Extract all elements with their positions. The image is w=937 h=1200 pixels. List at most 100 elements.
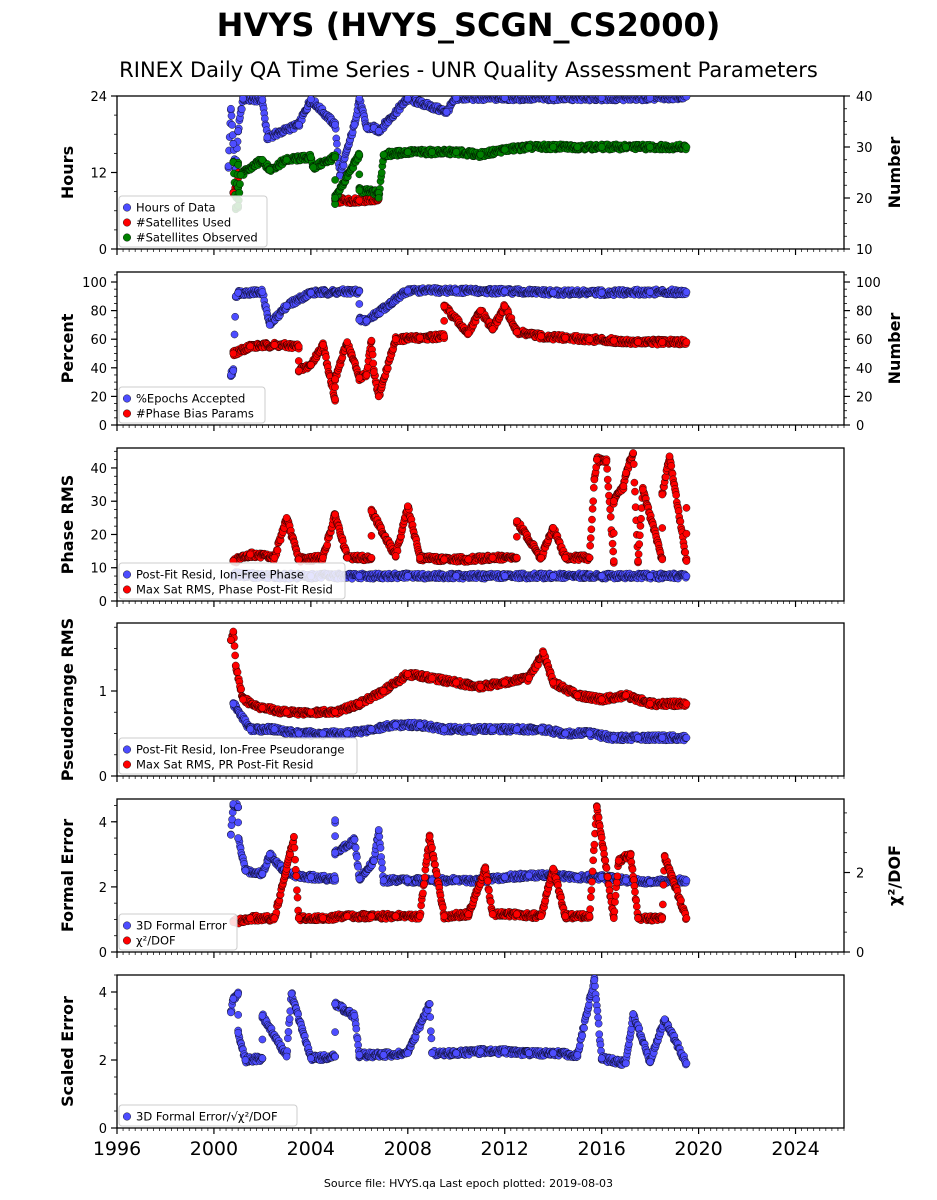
data-point	[440, 317, 448, 325]
y-tick-label: 12	[90, 167, 107, 182]
data-point	[282, 301, 291, 310]
data-point	[307, 361, 315, 369]
data-point	[634, 338, 642, 346]
data-point	[452, 148, 461, 156]
data-point	[464, 329, 473, 338]
legend-marker	[122, 394, 131, 403]
data-point	[682, 572, 691, 580]
data-point	[307, 153, 315, 161]
data-point	[230, 330, 239, 339]
data-point	[500, 572, 509, 580]
data-point	[452, 572, 461, 580]
data-point	[488, 325, 497, 333]
data-point	[416, 333, 424, 342]
data-point	[513, 328, 521, 336]
legend-marker	[122, 218, 131, 227]
legend-box	[118, 195, 268, 248]
data-point	[549, 572, 558, 580]
y-tick-label: 0	[99, 419, 107, 434]
data-point	[500, 96, 509, 102]
y-right-tick-label: 20	[856, 192, 873, 207]
legend-label: #Satellites Used	[136, 216, 231, 230]
y-tick-label: 40	[90, 462, 107, 477]
data-point	[322, 353, 330, 361]
data-point	[369, 359, 378, 368]
data-point	[331, 153, 339, 161]
data-point	[362, 124, 371, 132]
data-point	[331, 176, 339, 184]
data-point	[270, 341, 279, 349]
y-right-axis-label: Number	[885, 137, 904, 209]
data-point	[228, 131, 237, 139]
data-point	[597, 143, 606, 151]
data-point	[622, 143, 630, 151]
data-point	[265, 166, 274, 174]
data-point	[513, 532, 521, 541]
data-point	[367, 336, 376, 345]
y-tick-label: 80	[90, 305, 107, 320]
data-point	[294, 120, 303, 129]
data-point	[367, 532, 376, 540]
data-point	[374, 392, 383, 401]
data-point	[258, 96, 267, 104]
data-point	[229, 140, 238, 148]
data-point	[355, 196, 364, 205]
y-tick-label: 20	[90, 528, 107, 543]
data-point	[525, 143, 533, 151]
y-tick-label: 0	[99, 595, 107, 610]
data-point	[682, 338, 691, 346]
data-point	[227, 111, 236, 120]
legend-label: Hours of Data	[136, 201, 216, 215]
y-right-tick-label: 100	[856, 276, 881, 291]
data-point	[228, 121, 236, 129]
data-point	[236, 171, 245, 179]
data-point	[331, 194, 339, 202]
legend-marker	[122, 233, 131, 242]
y-tick-label: 10	[90, 562, 107, 577]
data-point	[355, 287, 364, 296]
data-point	[294, 366, 303, 375]
data-point	[585, 335, 594, 344]
data-point	[355, 150, 364, 159]
data-point	[236, 180, 244, 188]
data-point	[377, 168, 386, 177]
data-point	[355, 170, 364, 179]
data-point	[319, 341, 327, 349]
legend-label: %Epochs Accepted	[136, 392, 245, 406]
data-point	[428, 148, 436, 156]
data-point	[549, 143, 558, 151]
data-point	[597, 572, 606, 580]
y-tick-label: 24	[90, 90, 107, 105]
data-point	[355, 186, 364, 195]
data-point	[331, 120, 339, 129]
y-tick-label: 40	[90, 362, 107, 377]
legend-marker	[122, 409, 131, 418]
data-point	[323, 541, 332, 549]
data-point	[362, 316, 371, 325]
data-point	[440, 302, 448, 311]
data-point	[549, 96, 557, 102]
data-point	[235, 188, 244, 197]
y-axis-label: Hours	[58, 146, 77, 199]
y-right-tick-label: 20	[856, 390, 873, 405]
data-point	[442, 108, 451, 116]
data-point	[374, 194, 383, 202]
data-point	[646, 143, 654, 151]
data-point	[355, 96, 364, 103]
legend-box	[118, 386, 266, 424]
data-point	[682, 96, 691, 101]
data-point	[452, 286, 461, 295]
data-point	[573, 143, 582, 151]
data-point	[355, 572, 364, 580]
y-tick-label: 100	[82, 276, 107, 291]
data-point	[350, 120, 359, 129]
data-point	[331, 375, 339, 384]
data-point	[370, 368, 378, 376]
data-point	[440, 332, 448, 341]
data-point	[238, 105, 246, 113]
data-point	[234, 127, 242, 135]
data-point	[239, 96, 247, 103]
data-point	[231, 312, 239, 321]
data-point	[682, 143, 691, 151]
